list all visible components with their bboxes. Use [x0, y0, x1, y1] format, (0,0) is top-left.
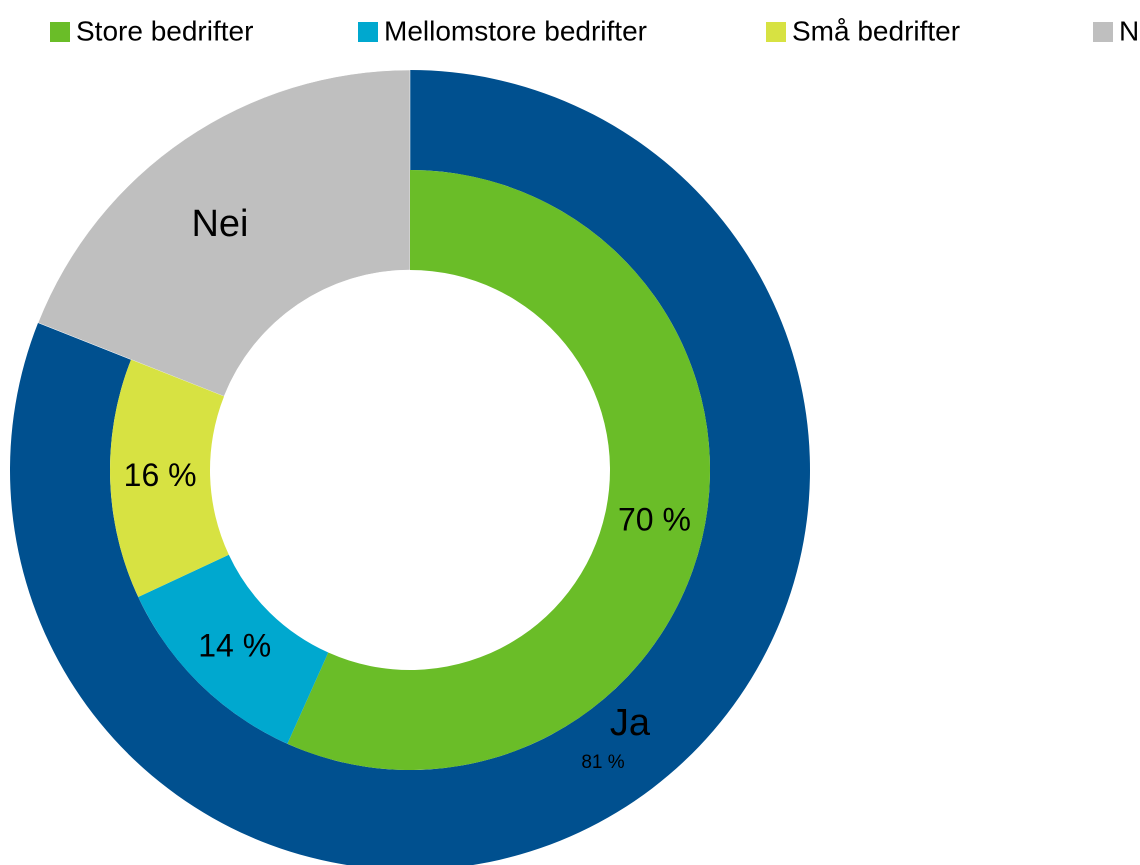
data-label: 81 % — [581, 752, 624, 773]
legend-label: Mellomstore bedrifter — [384, 15, 647, 46]
inner-segment — [287, 170, 710, 770]
legend-swatch — [1093, 22, 1113, 42]
inner-segment — [138, 554, 329, 744]
category-label: Nei — [191, 203, 248, 245]
category-label: Ja — [610, 702, 651, 744]
inner-segment — [109, 359, 229, 598]
data-label: 16 % — [124, 457, 197, 493]
outer-segment — [37, 69, 411, 397]
legend-label: Nei — [1119, 15, 1140, 46]
legend-label: Store bedrifter — [76, 15, 253, 46]
legend-label: Små bedrifter — [792, 15, 960, 46]
legend-swatch — [358, 22, 378, 42]
data-label: 14 % — [198, 628, 271, 664]
legend-swatch — [766, 22, 786, 42]
data-label: 70 % — [618, 502, 691, 538]
legend-swatch — [50, 22, 70, 42]
